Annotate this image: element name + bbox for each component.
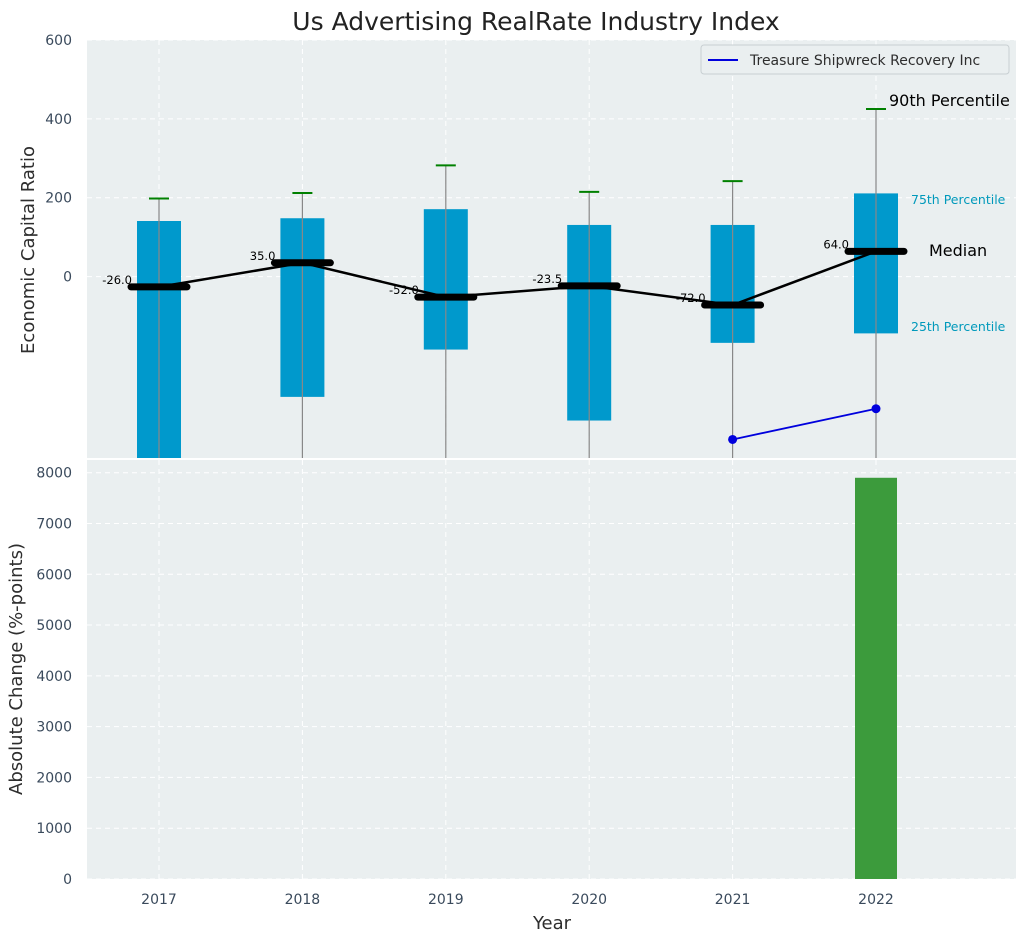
x-tick-label-2022: 2022 bbox=[858, 892, 894, 908]
top-y-tick-label-2: 400 bbox=[45, 112, 72, 128]
legend: Treasure Shipwreck Recovery Inc bbox=[700, 44, 1010, 75]
x-tick-label-2017: 2017 bbox=[141, 892, 177, 908]
bottom-y-ticks: 0 1000 2000 3000 4000 5000 6000 7000 8000 bbox=[36, 466, 72, 888]
top-y-tick-label-1: 200 bbox=[45, 191, 72, 207]
x-tick-label-2018: 2018 bbox=[285, 892, 321, 908]
company-point-2021 bbox=[728, 434, 738, 444]
x-tick-label-2020: 2020 bbox=[571, 892, 607, 908]
top-y-tick-label-0: 0 bbox=[63, 270, 72, 286]
median-label-2018: 35.0 bbox=[250, 249, 276, 263]
legend-series-label: Treasure Shipwreck Recovery Inc bbox=[749, 53, 980, 69]
bottom-y-tick-label-6: 6000 bbox=[36, 567, 72, 583]
bottom-y-tick-label-2: 2000 bbox=[36, 770, 72, 786]
bottom-y-tick-label-7: 7000 bbox=[36, 516, 72, 532]
median-line bbox=[127, 247, 908, 309]
top-y-ticks: 0 200 400 600 bbox=[45, 33, 72, 286]
bottom-y-tick-label-8: 8000 bbox=[36, 466, 72, 482]
company-point-2022 bbox=[871, 404, 881, 414]
median-label-2022: 64.0 bbox=[823, 237, 849, 251]
top-boxes bbox=[137, 108, 898, 458]
bottom-y-tick-label-3: 3000 bbox=[36, 720, 72, 736]
bottom-y-axis-label: Absolute Change (%-points) bbox=[6, 543, 27, 795]
median-labels: -26.0 35.0 -52.0 -23.5 -72.0 64.0 bbox=[102, 237, 849, 305]
top-y-axis-label: Economic Capital Ratio bbox=[18, 146, 39, 354]
x-axis-label: Year bbox=[532, 913, 572, 934]
bar-2022 bbox=[855, 477, 897, 879]
median-label-2017: -26.0 bbox=[102, 273, 132, 287]
company-series bbox=[728, 404, 881, 444]
median-connector bbox=[158, 250, 877, 307]
bottom-y-tick-label-4: 4000 bbox=[36, 669, 72, 685]
x-ticks: 2017 2018 2019 2020 2021 2022 bbox=[141, 892, 894, 908]
x-tick-label-2021: 2021 bbox=[715, 892, 751, 908]
median-label-2021: -72.0 bbox=[676, 291, 706, 305]
bottom-y-tick-label-1: 1000 bbox=[36, 821, 72, 837]
legend-box bbox=[700, 44, 1010, 75]
median-label-2019: -52.0 bbox=[389, 283, 419, 297]
annotation-90th-percentile: 90th Percentile bbox=[889, 91, 1010, 110]
x-tick-label-2019: 2019 bbox=[428, 892, 464, 908]
company-line bbox=[732, 407, 877, 441]
annotation-25th-percentile: 25th Percentile bbox=[911, 319, 1006, 334]
annotation-75th-percentile: 75th Percentile bbox=[911, 192, 1006, 207]
bottom-y-tick-label-5: 5000 bbox=[36, 618, 72, 634]
annotation-median: Median bbox=[929, 241, 987, 260]
bottom-y-tick-label-0: 0 bbox=[63, 872, 72, 888]
median-label-2020: -23.5 bbox=[532, 272, 562, 286]
top-y-tick-label-3: 600 bbox=[45, 33, 72, 49]
bottom-bars bbox=[855, 477, 897, 879]
chart-title: Us Advertising RealRate Industry Index bbox=[292, 7, 779, 36]
